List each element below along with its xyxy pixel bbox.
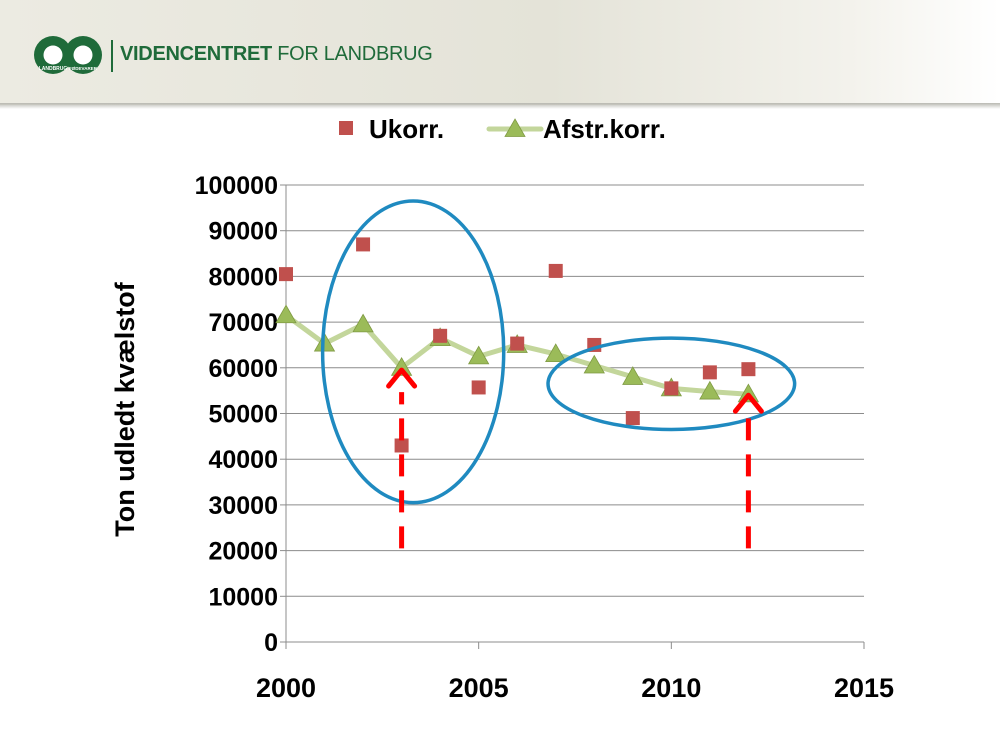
y-tick-label: 60000: [208, 355, 278, 383]
point-ukorr: [394, 438, 409, 453]
legend-marker-ukorr: [339, 121, 353, 135]
point-ukorr: [702, 365, 717, 380]
org-name-bold: VIDENCENTRET: [120, 43, 272, 65]
point-afstr-korr: [699, 380, 721, 400]
arrow-head-icon: [732, 392, 764, 414]
logo-divider: [111, 40, 113, 72]
point-ukorr: [664, 381, 679, 396]
point-ukorr: [471, 380, 486, 395]
x-tick-label: 2000: [256, 673, 316, 703]
x-tick-label: 2005: [449, 673, 509, 703]
y-tick-label: 20000: [208, 538, 278, 566]
point-afstr-korr: [352, 313, 374, 333]
y-tick-label: 0: [264, 629, 278, 657]
x-tick-label: 2010: [641, 673, 701, 703]
y-tick-label: 10000: [208, 583, 278, 611]
point-afstr-korr: [545, 343, 567, 362]
header-shadow: [0, 103, 1000, 109]
point-afstr-korr: [390, 356, 413, 376]
point-ukorr: [625, 411, 640, 426]
point-ukorr: [433, 328, 448, 343]
logo-icon: LANDBRUG FØDEVARER: [34, 36, 102, 74]
point-afstr-korr: [313, 332, 336, 352]
arrow-head-icon: [386, 367, 418, 389]
logo-left-text: LANDBRUG: [39, 66, 68, 72]
point-afstr-korr: [467, 345, 490, 365]
point-ukorr: [279, 267, 293, 282]
logo-right-text: FØDEVARER: [69, 66, 98, 71]
y-tick-label: 90000: [208, 218, 278, 246]
y-tick-label: 70000: [208, 309, 278, 337]
series-line-afstr-korr: [283, 312, 751, 397]
legend-label-afstr-korr: Afstr.korr.: [543, 114, 666, 144]
y-tick-label: 40000: [208, 446, 278, 474]
point-ukorr: [548, 263, 563, 278]
header-band: [0, 0, 1000, 105]
y-tick-label: 30000: [208, 492, 278, 520]
highlight-ellipse: [546, 336, 797, 432]
point-ukorr: [741, 362, 756, 377]
org-name: VIDENCENTRET FOR LANDBRUG: [120, 43, 433, 66]
y-axis-label: Ton udledt kvælstof: [110, 281, 140, 537]
y-tick-label: 50000: [208, 401, 278, 429]
highlight-ellipse: [320, 199, 506, 505]
point-afstr-korr: [622, 366, 644, 385]
y-tick-label: 100000: [195, 172, 278, 200]
point-ukorr: [510, 336, 525, 351]
x-tick-label: 2015: [834, 673, 894, 703]
legend-marker-afstr-korr: [504, 118, 526, 137]
org-name-rest: FOR LANDBRUG: [271, 43, 433, 65]
point-afstr-korr: [275, 304, 297, 324]
y-tick-label: 80000: [208, 263, 278, 291]
point-ukorr: [356, 237, 371, 252]
legend-label-ukorr: Ukorr.: [369, 114, 444, 144]
point-afstr-korr: [583, 354, 605, 374]
